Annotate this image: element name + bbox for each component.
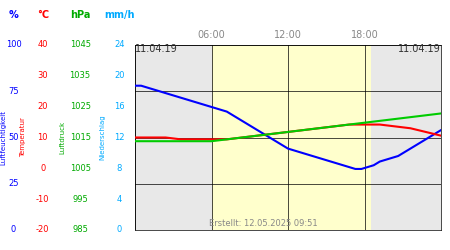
Text: %: % bbox=[9, 10, 18, 20]
Text: 24: 24 bbox=[114, 40, 125, 50]
Text: Temperatur: Temperatur bbox=[20, 118, 27, 158]
Text: 06:00: 06:00 bbox=[198, 30, 225, 40]
Text: Erstellt: 12.05.2025 09:51: Erstellt: 12.05.2025 09:51 bbox=[209, 218, 318, 228]
Text: Niederschlag: Niederschlag bbox=[99, 115, 106, 160]
Text: 1035: 1035 bbox=[70, 72, 90, 80]
Text: 20: 20 bbox=[114, 72, 125, 80]
Text: 16: 16 bbox=[114, 102, 125, 111]
Text: 985: 985 bbox=[72, 226, 88, 234]
Text: 0: 0 bbox=[117, 226, 122, 234]
Text: 18:00: 18:00 bbox=[351, 30, 378, 40]
Text: 1005: 1005 bbox=[70, 164, 90, 173]
Text: 8: 8 bbox=[117, 164, 122, 173]
Text: 995: 995 bbox=[72, 194, 88, 203]
Text: 4: 4 bbox=[117, 194, 122, 203]
Text: 100: 100 bbox=[5, 40, 22, 50]
Text: 50: 50 bbox=[8, 133, 19, 142]
Bar bbox=[212, 45, 371, 230]
Text: 25: 25 bbox=[8, 179, 19, 188]
Text: 12: 12 bbox=[114, 133, 125, 142]
Text: 11.04.19: 11.04.19 bbox=[398, 44, 441, 54]
Text: 40: 40 bbox=[37, 40, 48, 50]
Text: 30: 30 bbox=[37, 72, 48, 80]
Text: 0: 0 bbox=[40, 164, 45, 173]
Text: 1045: 1045 bbox=[70, 40, 90, 50]
Text: -20: -20 bbox=[36, 226, 50, 234]
Text: 0: 0 bbox=[11, 226, 16, 234]
Text: 20: 20 bbox=[37, 102, 48, 111]
Text: 1025: 1025 bbox=[70, 102, 90, 111]
Text: Luftfeuchtigkeit: Luftfeuchtigkeit bbox=[0, 110, 6, 165]
Text: 11.04.19: 11.04.19 bbox=[135, 44, 178, 54]
Text: Luftdruck: Luftdruck bbox=[59, 121, 65, 154]
Text: 75: 75 bbox=[8, 87, 19, 96]
Text: 10: 10 bbox=[37, 133, 48, 142]
Text: mm/h: mm/h bbox=[104, 10, 135, 20]
Text: hPa: hPa bbox=[70, 10, 90, 20]
Text: 1015: 1015 bbox=[70, 133, 90, 142]
Text: °C: °C bbox=[37, 10, 49, 20]
Text: -10: -10 bbox=[36, 194, 50, 203]
Text: 12:00: 12:00 bbox=[274, 30, 302, 40]
